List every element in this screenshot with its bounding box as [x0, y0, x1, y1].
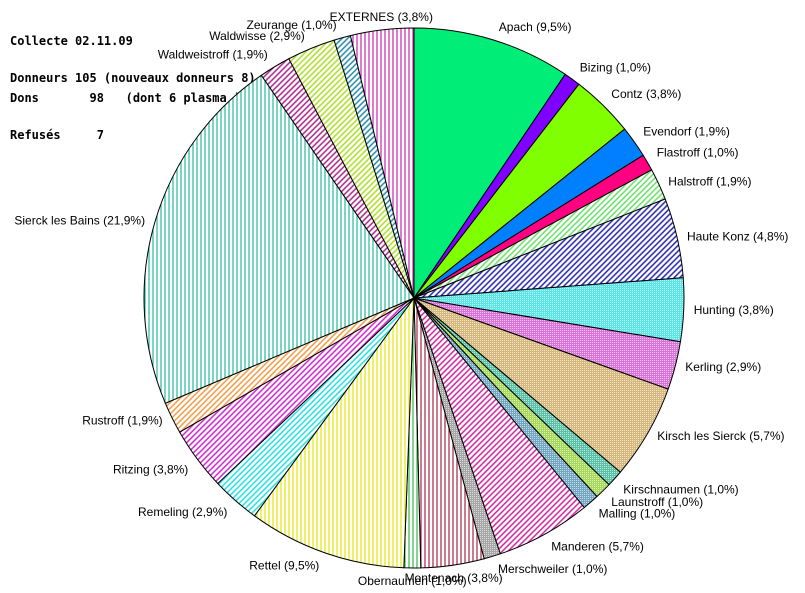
slice-label-apach: Apach (9,5%) — [499, 20, 572, 34]
slice-label-halstroff: Halstroff (1,9%) — [668, 175, 751, 189]
slice-label-launstroff: Launstroff (1,0%) — [611, 495, 703, 509]
slice-label-hunting: Hunting (3,8%) — [694, 303, 774, 317]
slice-label-remeling: Remeling (2,9%) — [138, 505, 227, 519]
pie-slices — [143, 27, 685, 569]
slice-label-merschweiler: Merschweiler (1,0%) — [498, 562, 607, 576]
slice-label-ritzing: Ritzing (3,8%) — [113, 463, 188, 477]
slice-label-waldweistroff: Waldweistroff (1,9%) — [158, 48, 268, 62]
collection-date: Collecte 02.11.09 — [10, 34, 133, 48]
donors-count: Donneurs 105 (nouveaux donneurs 8) — [10, 71, 256, 85]
slice-label-zeurange: Zeurange (1,0%) — [247, 18, 337, 32]
slice-label-kirsch-les-sierck: Kirsch les Sierck (5,7%) — [657, 429, 784, 443]
slice-label-flastroff: Flastroff (1,0%) — [657, 146, 739, 160]
slice-label-waldwisse: Waldwisse (2,9%) — [209, 29, 305, 43]
slice-label-montenach: Montenach (3,8%) — [405, 571, 503, 585]
slice-label-kirschnaumen: Kirschnaumen (1,0%) — [623, 483, 738, 497]
slice-label-evendorf: Evendorf (1,9%) — [643, 124, 730, 138]
donations-count: Dons 98 (dont 6 plasma ) — [10, 91, 242, 105]
slice-label-externes: EXTERNES (3,8%) — [330, 10, 433, 24]
pie-slice-apach — [413, 27, 566, 300]
slice-label-kerling: Kerling (2,9%) — [685, 360, 761, 374]
slice-labels: Apach (9,5%) Bizing (1,0%) Contz (3,8%) Eve… — [14, 10, 788, 588]
slice-label-sierck-les-bains: Sierck les Bains (21,9%) — [14, 214, 145, 228]
slice-label-malling: Malling (1,0%) — [599, 507, 676, 521]
slice-label-rettel: Rettel (9,5%) — [249, 559, 319, 573]
slice-label-contz: Contz (3,8%) — [611, 87, 681, 101]
pie-slice-sierck-les-bains — [143, 74, 415, 404]
pie-slice-externes — [349, 27, 415, 299]
slice-label-bizing: Bizing (1,0%) — [580, 60, 651, 74]
slice-label-manderen: Manderen (5,7%) — [551, 540, 644, 554]
slice-label-obernaumen: Obernaumen (1,0%) — [358, 574, 467, 588]
slice-label-rustroff: Rustroff (1,9%) — [82, 414, 162, 428]
pie-slice-rettel — [253, 296, 415, 569]
slice-label-haute-konz: Haute Konz (4,8%) — [687, 229, 788, 243]
refused-count: Refusés 7 — [10, 128, 104, 142]
